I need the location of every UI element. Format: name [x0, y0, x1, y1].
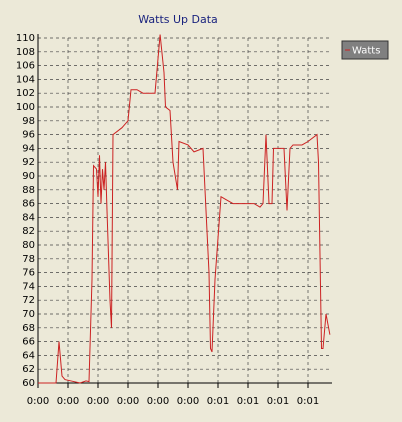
- y-tick-label: 66: [22, 337, 35, 348]
- y-tick-label: 84: [22, 212, 35, 223]
- x-tick-label: 0:01: [207, 396, 229, 407]
- y-tick-label: 86: [22, 199, 35, 210]
- legend-box: [341, 40, 389, 60]
- x-tick-label: 0:01: [297, 396, 319, 407]
- y-tick-label: 96: [22, 130, 35, 141]
- y-tick-label: 64: [22, 350, 35, 361]
- legend-label: Watts: [352, 46, 380, 57]
- x-tick-label: 0:00: [27, 396, 49, 407]
- y-tick-label: 60: [22, 378, 35, 389]
- y-tick-label: 92: [22, 157, 35, 168]
- x-tick-label: 0:01: [237, 396, 259, 407]
- y-tick-label: 68: [22, 323, 35, 334]
- y-tick-label: 98: [22, 116, 35, 127]
- x-tick-label: 0:00: [177, 396, 199, 407]
- x-tick-label: 0:00: [147, 396, 169, 407]
- y-tick-label: 90: [22, 171, 35, 182]
- y-tick-label: 72: [22, 295, 35, 306]
- data-line: [38, 34, 331, 384]
- y-tick-label: 102: [16, 88, 35, 99]
- y-tick-label: 108: [16, 47, 35, 58]
- y-tick-label: 82: [22, 226, 35, 237]
- y-tick-label: 110: [16, 33, 35, 44]
- x-tick-label: 0:00: [117, 396, 139, 407]
- y-tick-label: 80: [22, 240, 35, 251]
- y-tick-label: 74: [22, 281, 35, 292]
- y-tick-label: 70: [22, 309, 35, 320]
- y-tick-label: 76: [22, 268, 35, 279]
- x-tick-label: 0:00: [57, 396, 79, 407]
- y-tick-label: 88: [22, 185, 35, 196]
- x-tick-label: 0:00: [87, 396, 109, 407]
- y-tick-label: 62: [22, 364, 35, 375]
- y-tick-label: 100: [16, 102, 35, 113]
- y-tick-label: 106: [16, 61, 35, 72]
- x-tick-label: 0:01: [267, 396, 289, 407]
- chart-title: Watts Up Data: [138, 13, 218, 26]
- y-tick-label: 78: [22, 254, 35, 265]
- y-tick-label: 104: [16, 74, 35, 85]
- y-tick-label: 94: [22, 143, 35, 154]
